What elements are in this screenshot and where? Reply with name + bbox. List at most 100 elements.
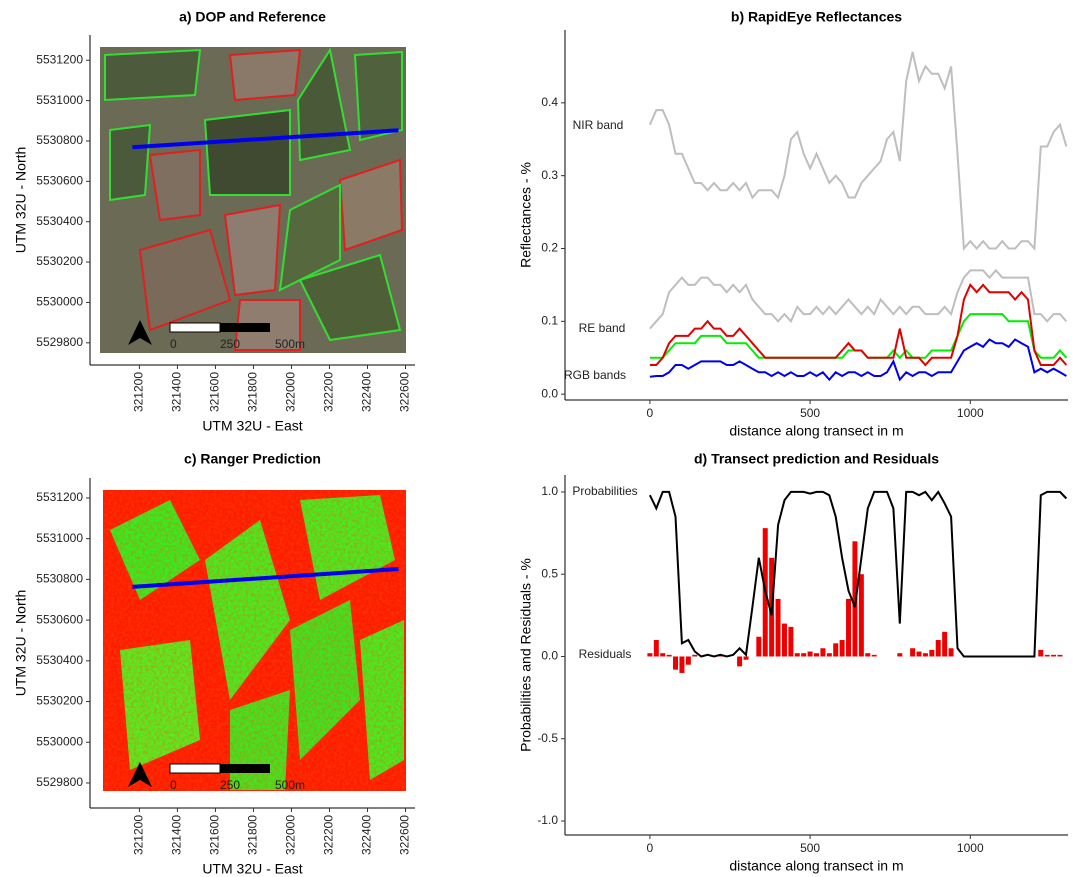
x-tick-label: 321600: [208, 372, 222, 412]
y-axis-label: Probabilities and Residuals - %: [518, 558, 534, 752]
y-tick-label: 0.0: [541, 649, 558, 663]
chart-title: a) DOP and Reference: [179, 9, 326, 25]
residual-bar: [673, 656, 679, 670]
residual-bar: [865, 653, 871, 657]
series-line: [649, 268, 1068, 330]
residual-bar: [852, 541, 858, 657]
y-tick-label: 0.1: [541, 314, 558, 328]
residual-bar: [1044, 654, 1050, 657]
residual-bar: [935, 640, 941, 657]
x-axis-label: UTM 32U - East: [202, 861, 302, 877]
x-tick-label: 1000: [957, 841, 984, 855]
residual-bar: [916, 651, 922, 657]
y-tick-label: -0.5: [537, 731, 558, 745]
y-tick-label: 5530800: [36, 572, 83, 586]
x-tick-label: 321200: [132, 815, 146, 855]
x-tick-label: 322600: [398, 815, 412, 855]
x-tick-label: 1000: [957, 406, 984, 420]
residual-bar: [833, 643, 839, 657]
x-tick-label: 0: [647, 841, 654, 855]
x-tick-label: 322200: [322, 815, 336, 855]
x-tick-label: 500: [800, 406, 820, 420]
residual-bar: [647, 653, 653, 657]
residual-bar: [910, 648, 916, 657]
scale-label: 0: [170, 337, 177, 351]
residual-bar: [685, 656, 691, 665]
x-tick-label: 322600: [398, 372, 412, 412]
residual-bar: [839, 640, 845, 657]
y-tick-label: 5530200: [36, 254, 83, 268]
scale-bar: [169, 322, 270, 333]
residual-bar: [692, 654, 698, 657]
y-tick-label: 1.0: [541, 484, 558, 498]
residual-bar: [948, 648, 954, 657]
chart-title: b) RapidEye Reflectances: [731, 9, 902, 25]
residual-bar: [846, 598, 852, 657]
annotation: NIR band: [573, 118, 624, 132]
residual-bar: [1051, 654, 1057, 657]
residual-bar: [737, 656, 743, 667]
residual-bar: [871, 654, 877, 657]
series-line: [649, 283, 1068, 367]
y-tick-label: 0.2: [541, 241, 558, 255]
x-tick-label: 322000: [284, 372, 298, 412]
scale-label: 0: [170, 778, 177, 792]
residual-bar: [794, 653, 800, 657]
scale-label: 500m: [275, 778, 305, 792]
residual-bar: [1038, 649, 1044, 657]
x-tick-label: 321800: [246, 372, 260, 412]
y-tick-label: 0.3: [541, 168, 558, 182]
x-tick-label: 321400: [170, 815, 184, 855]
y-tick-label: 5530000: [36, 734, 83, 748]
residual-bar: [820, 648, 826, 657]
x-tick-label: 321800: [246, 815, 260, 855]
y-tick-label: 5530600: [36, 612, 83, 626]
transect-line: [132, 567, 399, 589]
y-tick-label: 5531000: [36, 93, 83, 107]
x-tick-label: 322400: [360, 815, 374, 855]
x-axis-label: UTM 32U - East: [202, 418, 302, 434]
scale-bar: [169, 763, 270, 774]
x-tick-label: 500: [800, 841, 820, 855]
x-tick-label: 321200: [132, 372, 146, 412]
residual-bar: [922, 653, 928, 657]
aerial-image: [100, 47, 406, 353]
y-tick-label: 0.4: [541, 95, 558, 109]
y-tick-label: 5530600: [36, 174, 83, 188]
series-line: [649, 338, 1067, 382]
annotation: RE band: [579, 321, 626, 335]
scale-label: 500m: [275, 337, 305, 351]
y-tick-label: 5530000: [36, 295, 83, 309]
residual-bar: [679, 656, 685, 673]
north-arrow: [128, 320, 152, 345]
y-tick-label: -1.0: [537, 813, 558, 827]
residual-bar: [660, 653, 666, 657]
annotation: Residuals: [579, 647, 632, 661]
residual-bar: [788, 626, 794, 657]
annotation: Probabilities: [572, 484, 637, 498]
residual-bar: [743, 656, 749, 660]
x-tick-label: 0: [647, 406, 654, 420]
residual-bar: [814, 653, 819, 657]
residual-bar: [897, 653, 903, 657]
x-tick-label: 321400: [170, 372, 184, 412]
y-tick-label: 5529800: [36, 335, 83, 349]
y-tick-label: 0.5: [541, 566, 558, 580]
scale-label: 250: [220, 337, 240, 351]
x-tick-label: 321600: [208, 815, 222, 855]
residual-bar: [1057, 654, 1063, 657]
y-tick-label: 5531200: [36, 490, 83, 504]
annotation: RGB bands: [564, 368, 626, 382]
residual-bar: [826, 653, 832, 657]
y-axis-label: UTM 32U - North: [13, 147, 29, 254]
y-tick-label: 0.0: [541, 386, 558, 400]
residual-bar: [942, 631, 948, 657]
residual-bar: [666, 654, 672, 657]
transect-line: [132, 128, 399, 150]
residual-bar: [653, 640, 659, 657]
residual-bar: [929, 649, 935, 657]
y-tick-label: 5531000: [36, 531, 83, 545]
y-tick-label: 5530400: [36, 653, 83, 667]
y-tick-label: 5529800: [36, 775, 83, 789]
